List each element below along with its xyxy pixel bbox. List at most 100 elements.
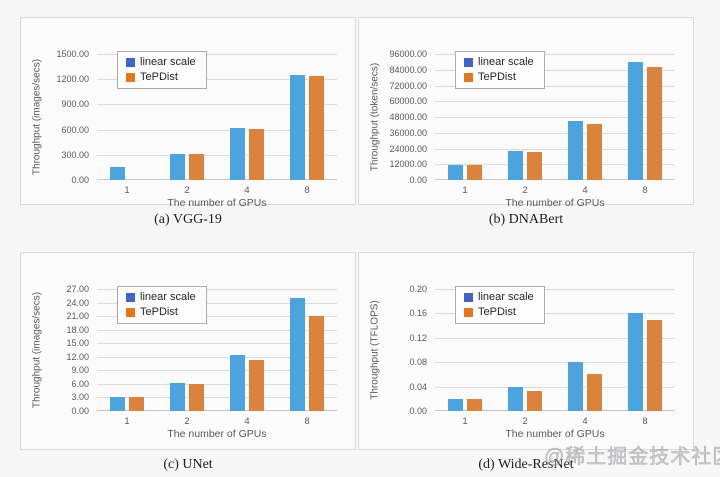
- y-axis-tick-label: 48000.00: [389, 112, 427, 122]
- gridline: [97, 179, 337, 180]
- x-axis-title: The number of GPUs: [167, 197, 267, 209]
- x-axis-tick-label: 2: [184, 185, 190, 196]
- legend-label: TePDist: [140, 306, 178, 318]
- y-axis-tick-label: 60000.00: [389, 96, 427, 106]
- bar-linear-scale-gpu1: [110, 167, 125, 180]
- y-axis-tick-label: 15.00: [66, 338, 89, 348]
- gridline: [435, 410, 675, 411]
- bar-tepdist-gpu4: [249, 360, 264, 411]
- x-axis-tick-label: 2: [522, 185, 528, 196]
- gridline: [97, 370, 337, 371]
- x-axis-title: The number of GPUs: [505, 197, 605, 209]
- gridline: [97, 330, 337, 331]
- legend-label: linear scale: [478, 56, 534, 68]
- x-axis-tick-label: 1: [462, 416, 468, 427]
- y-axis-tick-label: 900.00: [61, 99, 89, 109]
- gridline: [97, 104, 337, 105]
- y-axis-tick-label: 1200.00: [56, 74, 89, 84]
- gridline: [97, 130, 337, 131]
- y-axis-tick-label: 21.00: [66, 311, 89, 321]
- x-axis-tick-label: 4: [582, 185, 588, 196]
- chart-caption-c: (c) UNet: [163, 457, 213, 472]
- x-axis-tick-label: 8: [304, 416, 310, 427]
- tepdist-swatch-icon: [126, 307, 135, 317]
- x-axis-tick-label: 4: [244, 416, 250, 427]
- gridline: [97, 316, 337, 317]
- y-axis-tick-label: 27.00: [66, 284, 89, 294]
- gridline: [435, 86, 675, 87]
- bar-linear-scale-gpu2: [170, 383, 185, 411]
- bar-tepdist-gpu2: [527, 152, 542, 180]
- plot-area: [435, 289, 675, 411]
- x-axis-tick-label: 1: [124, 416, 130, 427]
- y-axis-tick-label: 0.16: [409, 308, 427, 318]
- gridline: [435, 70, 675, 71]
- gridline: [435, 289, 675, 290]
- chart-panel-vgg19: 0.00 300.00 600.00 900.00 1200.00 1500.00 1 2 4 8…: [20, 17, 356, 209]
- bar-tepdist-gpu4: [249, 129, 264, 180]
- bar-tepdist-gpu4: [587, 124, 602, 180]
- y-axis-tick-label: 24.00: [66, 298, 89, 308]
- x-axis-tick-label: 1: [124, 185, 130, 196]
- legend-item-tepdist: TePDist: [126, 306, 196, 318]
- bar-linear-scale-gpu4: [568, 362, 583, 411]
- y-axis-title: Throughput (TFLOPS): [369, 300, 381, 400]
- gridline: [435, 179, 675, 180]
- y-axis-tick-label: 84000.00: [389, 65, 427, 75]
- y-axis-tick-label: 3.00: [71, 392, 89, 402]
- x-axis-tick-label: 8: [642, 185, 648, 196]
- plot-area: [97, 54, 337, 180]
- bar-linear-scale-gpu8: [290, 298, 305, 411]
- bar-tepdist-gpu1: [467, 399, 482, 411]
- bar-linear-scale-gpu2: [170, 154, 185, 180]
- y-axis-tick-label: 300.00: [61, 150, 89, 160]
- y-axis-tick-label: 0.00: [409, 175, 427, 185]
- watermark: @稀土掘金技术社区: [544, 446, 720, 469]
- bar-linear-scale-gpu1: [110, 397, 125, 411]
- chart-panel-unet: 0.00 3.00 6.00 9.00 12.00 15.00 18.00 21.00 24.0…: [20, 252, 356, 450]
- y-axis-tick-label: 6.00: [71, 379, 89, 389]
- y-axis-tick-label: 0.08: [409, 357, 427, 367]
- bar-tepdist-gpu2: [527, 391, 542, 411]
- tepdist-swatch-icon: [464, 72, 473, 82]
- y-axis-tick-label: 600.00: [61, 125, 89, 135]
- gridline: [435, 313, 675, 314]
- gridline: [97, 155, 337, 156]
- bar-linear-scale-gpu2: [508, 151, 523, 180]
- x-axis-title: The number of GPUs: [505, 428, 605, 440]
- bar-linear-scale-gpu1: [448, 399, 463, 411]
- gridline: [97, 54, 337, 55]
- y-axis-title: Throughput (images/secs): [31, 291, 43, 409]
- bar-tepdist-gpu1: [129, 397, 144, 411]
- plot-area: [97, 289, 337, 411]
- figure-cell-b: 0.00 12000.00 24000.00 36000.00 48000.00 6000…: [358, 17, 694, 228]
- chart-caption-a: (a) VGG-19: [154, 212, 222, 227]
- linear-scale-swatch-icon: [464, 57, 473, 67]
- gridline: [97, 303, 337, 304]
- bar-linear-scale-gpu4: [568, 121, 583, 180]
- legend: linear scale TePDist: [455, 51, 545, 89]
- legend-item-tepdist: TePDist: [464, 306, 534, 318]
- gridline: [435, 149, 675, 150]
- bar-linear-scale-gpu8: [290, 75, 305, 180]
- y-axis-title: Throughput (images/secs): [31, 58, 43, 176]
- linear-scale-swatch-icon: [126, 57, 135, 67]
- legend-item-tepdist: TePDist: [126, 71, 196, 83]
- chart-caption-b: (b) DNABert: [488, 212, 564, 227]
- bar-linear-scale-gpu8: [628, 313, 643, 411]
- x-axis-tick-label: 1: [462, 185, 468, 196]
- y-axis-tick-label: 1500.00: [56, 49, 89, 59]
- bar-tepdist-gpu4: [587, 374, 602, 411]
- gridline: [435, 101, 675, 102]
- legend-item-tepdist: TePDist: [464, 71, 534, 83]
- gridline: [97, 397, 337, 398]
- gridline: [435, 387, 675, 388]
- x-axis-tick-label: 2: [522, 416, 528, 427]
- bar-linear-scale-gpu4: [230, 128, 245, 180]
- y-axis-title: Throughput (token/secs): [369, 62, 381, 172]
- plot-area: [435, 54, 675, 180]
- y-axis-tick-label: 96000.00: [389, 49, 427, 59]
- y-axis-tick-label: 12000.00: [389, 159, 427, 169]
- tepdist-swatch-icon: [126, 72, 135, 82]
- bar-tepdist-gpu8: [309, 76, 324, 180]
